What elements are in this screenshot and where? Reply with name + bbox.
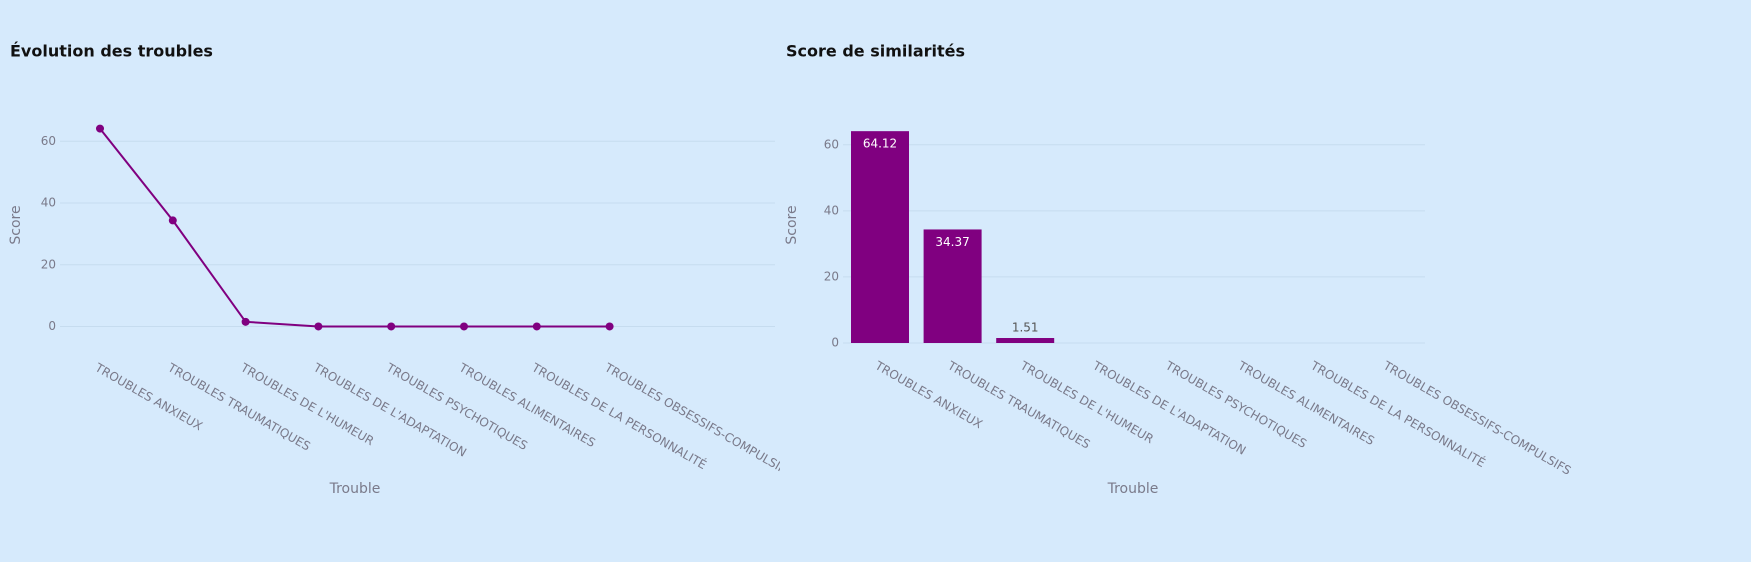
line [99, 127, 610, 328]
y-tick-label: 20 [824, 269, 839, 283]
y-axis-title: Score [784, 205, 800, 244]
point [241, 317, 250, 326]
point [314, 322, 323, 331]
y-tick-label: 40 [824, 203, 839, 217]
data-label: 1.51 [1012, 321, 1039, 335]
bar [996, 338, 1055, 343]
point [168, 216, 177, 225]
y-tick-label: 0 [831, 336, 839, 350]
chart-title: Score de similarités [786, 42, 965, 61]
data-label: 64.12 [863, 137, 897, 151]
point [532, 322, 541, 331]
x-axis-title: Trouble [1107, 481, 1159, 497]
point [605, 322, 614, 331]
y-tick-label: 0 [48, 319, 56, 333]
chart-title: Évolution des troubles [10, 42, 213, 61]
y-tick-label: 40 [41, 196, 56, 210]
bar [851, 131, 909, 343]
y-tick-label: 60 [824, 137, 839, 151]
x-axis-title: Trouble [329, 481, 381, 497]
point [96, 124, 104, 133]
point [387, 322, 396, 331]
y-axis-title: Score [8, 205, 24, 244]
bar [923, 229, 982, 343]
y-tick-label: 20 [41, 257, 56, 271]
y-tick-label: 60 [41, 134, 56, 148]
data-label: 34.37 [935, 235, 969, 249]
point [460, 322, 468, 331]
